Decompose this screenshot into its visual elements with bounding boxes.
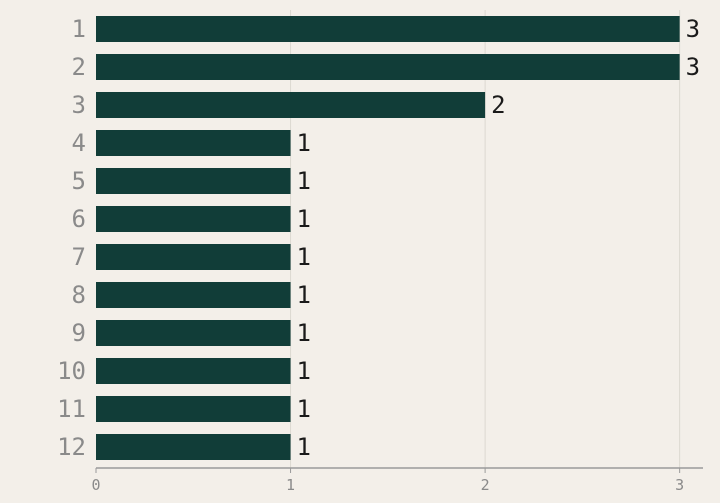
category-label-7: 7 [72,243,86,271]
category-label-6: 6 [72,205,86,233]
category-label-8: 8 [72,281,86,309]
category-label-2: 2 [72,53,86,81]
value-label-10: 1 [297,357,311,385]
value-label-5: 1 [297,167,311,195]
x-tick-label-2: 2 [481,476,490,494]
bar-3 [96,92,486,118]
bar-6 [96,206,291,232]
category-label-4: 4 [72,129,86,157]
x-tick-label-0: 0 [91,476,100,494]
bars [96,16,680,460]
value-label-4: 1 [297,129,311,157]
value-label-9: 1 [297,319,311,347]
value-label-7: 1 [297,243,311,271]
bar-7 [96,244,291,270]
value-label-6: 1 [297,205,311,233]
category-label-10: 10 [57,357,86,385]
bar-11 [96,396,291,422]
bar-12 [96,434,291,460]
bar-9 [96,320,291,346]
category-label-12: 12 [57,433,86,461]
value-labels: 3 3 2 1 1 1 1 1 1 1 1 1 [297,15,701,461]
category-label-1: 1 [72,15,86,43]
x-tick-label-3: 3 [675,476,684,494]
gridlines [290,10,681,468]
bar-8 [96,282,291,308]
value-label-1: 3 [686,15,700,43]
bar-5 [96,168,291,194]
category-label-5: 5 [72,167,86,195]
category-label-3: 3 [72,91,86,119]
bar-2 [96,54,680,80]
bar-4 [96,130,291,156]
value-label-8: 1 [297,281,311,309]
bar-1 [96,16,680,42]
x-tick-label-1: 1 [286,476,295,494]
category-label-11: 11 [57,395,86,423]
value-label-3: 2 [491,91,505,119]
category-label-9: 9 [72,319,86,347]
value-label-11: 1 [297,395,311,423]
value-label-12: 1 [297,433,311,461]
bar-10 [96,358,291,384]
value-label-2: 3 [686,53,700,81]
x-axis: 0 1 2 3 [91,467,703,494]
